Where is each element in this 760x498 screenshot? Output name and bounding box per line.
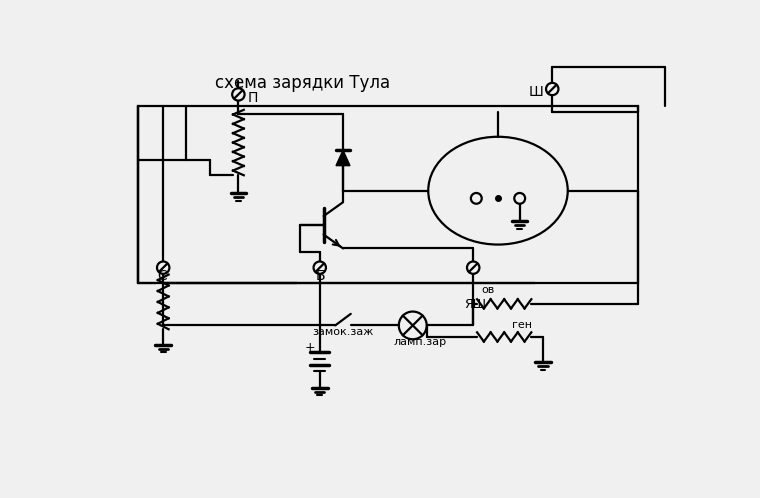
Text: +: + <box>304 341 315 354</box>
Text: ламп.зар: ламп.зар <box>394 337 447 347</box>
Text: схема зарядки Тула: схема зарядки Тула <box>215 74 390 92</box>
Text: ЯШ: ЯШ <box>464 298 486 311</box>
Text: ов: ов <box>481 285 494 295</box>
Polygon shape <box>336 150 350 166</box>
Text: С: С <box>157 269 166 283</box>
Text: П: П <box>248 91 258 105</box>
Text: Б: Б <box>316 269 325 283</box>
Text: Ш: Ш <box>529 85 543 99</box>
Bar <box>138 106 638 283</box>
Text: замок.заж: замок.заж <box>312 327 373 337</box>
Text: ген: ген <box>512 320 532 330</box>
